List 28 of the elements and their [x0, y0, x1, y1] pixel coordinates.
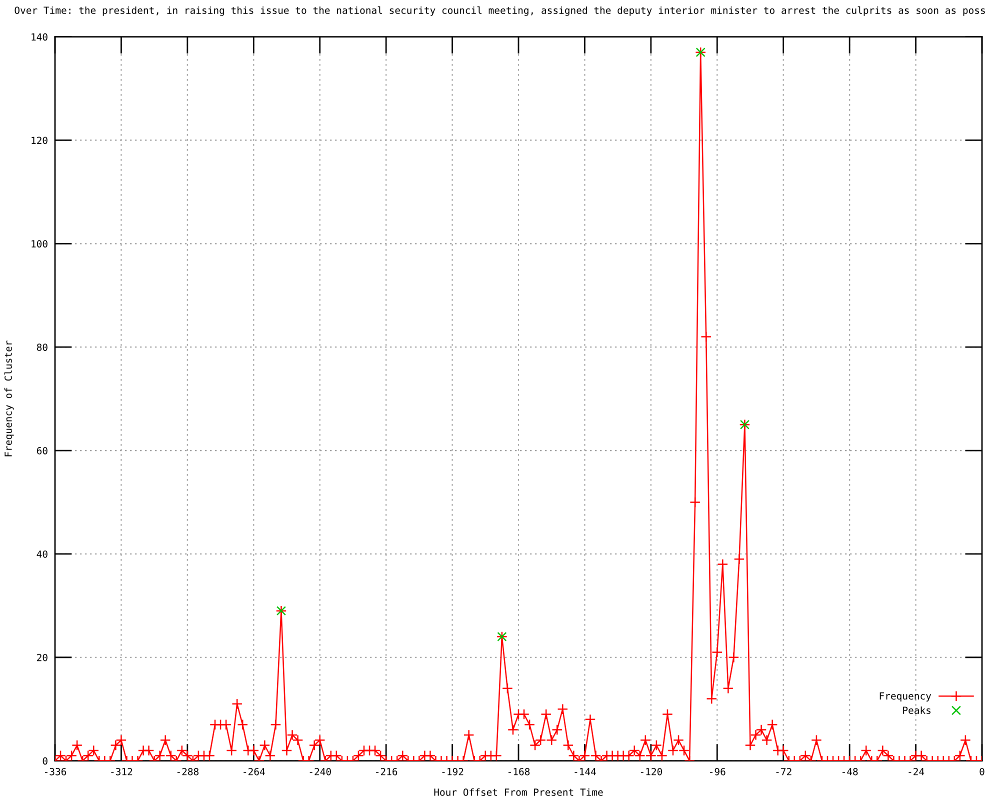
x-tick-label: -240 — [310, 768, 331, 776]
y-tick-label: 100 — [32, 240, 48, 248]
x-tick-label: -48 — [842, 768, 858, 776]
x-tick-label: -168 — [508, 768, 530, 776]
legend-label: Frequency — [880, 692, 932, 702]
y-tick-label: 0 — [42, 757, 48, 765]
y-tick-label: 80 — [36, 344, 48, 351]
x-tick-label: 0 — [980, 768, 984, 776]
x-tick-label: -264 — [244, 768, 265, 776]
y-tick-label: 40 — [36, 550, 48, 558]
x-tick-label: -216 — [376, 768, 398, 776]
x-tick-label: -336 — [44, 768, 66, 776]
x-tick-label: -96 — [710, 768, 726, 776]
x-tick-label: -24 — [908, 768, 924, 776]
x-tick-label: -288 — [177, 768, 199, 776]
x-tick-label: -144 — [574, 768, 596, 776]
legend-label: Peaks — [903, 706, 930, 714]
y-axis-title: Frequency of Cluster — [4, 340, 14, 456]
y-tick-label: 20 — [37, 654, 48, 662]
x-tick-label: -192 — [442, 768, 464, 776]
x-tick-label: -312 — [111, 768, 132, 776]
y-tick-label: 140 — [32, 33, 48, 41]
y-tick-label: 120 — [32, 136, 48, 144]
x-tick-label: -120 — [640, 768, 662, 776]
y-tick-label: 60 — [36, 447, 48, 454]
chart-title: Over Time: the president, in raising this issue to the national security council meeting, assigned the deputy interior minister to arrest the culprits as soon as poss — [14, 6, 985, 16]
x-tick-label: -72 — [776, 768, 792, 776]
x-axis-title: Hour Offset From Present Time — [434, 788, 603, 796]
